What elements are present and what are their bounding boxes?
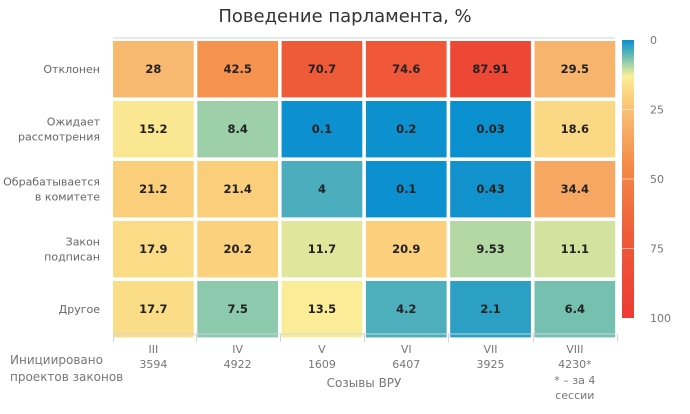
heatmap-cell — [534, 41, 616, 98]
x-axis-title: Созывы ВРУ — [327, 376, 402, 390]
cell-value-label: 34.4 — [561, 182, 589, 196]
row-label: Ожидает — [47, 116, 101, 129]
cell-value-label: 0.1 — [396, 182, 416, 196]
heatmap-cell — [365, 161, 447, 218]
heatmap-cell — [450, 101, 531, 158]
heatmap-cell — [450, 41, 531, 98]
cell-value-label: 11.7 — [308, 242, 336, 256]
heatmap-cell — [281, 161, 363, 218]
initiated-count-label: 3594 — [139, 358, 167, 371]
cell-value-label: 0.03 — [476, 122, 504, 136]
heatmap-cell — [450, 221, 531, 278]
row-labels: Отклонен Ожидает рассмотрения Обрабатываетс… — [3, 63, 100, 316]
x-side-label-line2: проектов законов — [10, 370, 123, 384]
heatmap-cell — [197, 161, 278, 218]
row-label: Закон — [66, 236, 100, 249]
heatmap-cell — [450, 281, 531, 338]
x-tick-label: IV — [232, 343, 243, 356]
x-tick-label: VIII — [566, 343, 583, 356]
cell-value-label: 11.1 — [561, 242, 589, 256]
x-side-label-line1: Инициировано — [10, 353, 103, 367]
x-tick-label: V — [318, 343, 326, 356]
heatmap-cell — [281, 41, 363, 98]
cell-value-label: 21.4 — [223, 182, 251, 196]
heatmap-cell — [534, 161, 616, 218]
heatmap-cells: 28 42.5 70.7 74.6 87.91 29.5 15.2 8.4 0.1 0.2 0.03… — [113, 41, 616, 338]
cell-value-label: 8.4 — [227, 122, 247, 136]
heatmap-cell — [281, 221, 363, 278]
cell-value-label: 17.7 — [139, 302, 167, 316]
cell-value-label: 20.9 — [392, 242, 420, 256]
cell-value-label: 0.1 — [312, 122, 332, 136]
colorbar-tick-label: 50 — [650, 173, 664, 186]
row-label: Другое — [59, 303, 101, 316]
chart-title: Поведение парламента, % — [218, 6, 472, 27]
cell-value-label: 42.5 — [223, 62, 251, 76]
heatmap-cell — [534, 281, 616, 338]
cell-value-label: 87.91 — [472, 62, 508, 76]
colorbar-tick-label: 100 — [650, 312, 671, 325]
cell-value-label: 13.5 — [308, 302, 336, 316]
cell-value-label: 2.1 — [480, 302, 500, 316]
cell-value-label: 29.5 — [561, 62, 589, 76]
heatmap-cell — [365, 221, 447, 278]
initiated-count-label: 4230* — [558, 358, 592, 371]
cell-value-label: 28 — [145, 62, 161, 76]
heatmap-cell — [534, 221, 616, 278]
initiated-count-label: 4922 — [224, 358, 252, 371]
column-footnote: сессии — [555, 389, 594, 402]
cell-value-label: 6.4 — [565, 302, 585, 316]
colorbar: 0 25 50 75 100 — [622, 34, 671, 325]
colorbar-tick-label: 75 — [650, 243, 664, 256]
colorbar-tick-label: 25 — [650, 104, 664, 117]
row-label: Отклонен — [43, 63, 100, 76]
colorbar-tick-label: 0 — [650, 34, 657, 47]
cell-value-label: 20.2 — [223, 242, 251, 256]
heatmap-cell — [197, 221, 278, 278]
heatmap-cell — [113, 161, 194, 218]
heatmap-cell — [365, 41, 447, 98]
cell-value-label: 0.2 — [396, 122, 416, 136]
heatmap-cell — [450, 161, 531, 218]
initiated-count-label: 1609 — [308, 358, 336, 371]
cell-value-label: 4.2 — [396, 302, 416, 316]
cell-value-label: 74.6 — [392, 62, 420, 76]
cell-value-label: 7.5 — [227, 302, 247, 316]
heatmap-cell — [281, 281, 363, 338]
heatmap-cell — [365, 281, 447, 338]
row-label: рассмотрения — [18, 131, 100, 144]
heatmap-cell — [113, 101, 194, 158]
column-footnote: * – за 4 — [554, 374, 595, 387]
cell-value-label: 4 — [318, 182, 326, 196]
heatmap-cell — [197, 281, 278, 338]
initiated-count-label: 6407 — [392, 358, 420, 371]
x-tick-label: VII — [484, 343, 498, 356]
x-tick-label: III — [148, 343, 158, 356]
heatmap-cell — [534, 101, 616, 158]
heatmap-cell — [197, 101, 278, 158]
cell-value-label: 18.6 — [561, 122, 589, 136]
heatmap-cell — [113, 281, 194, 338]
cell-value-label: 9.53 — [476, 242, 504, 256]
row-label: в комитете — [35, 191, 100, 204]
cell-value-label: 70.7 — [308, 62, 336, 76]
row-label: подписан — [44, 251, 100, 264]
cell-value-label: 15.2 — [139, 122, 167, 136]
cell-value-label: 17.9 — [139, 242, 167, 256]
x-tick-label: VI — [401, 343, 412, 356]
row-label: Обрабатывается — [3, 176, 100, 189]
cell-value-label: 21.2 — [139, 182, 167, 196]
heatmap-cell — [197, 41, 278, 98]
cell-value-label: 0.43 — [476, 182, 504, 196]
heatmap-cell — [113, 41, 194, 98]
initiated-count-label: 3925 — [477, 358, 505, 371]
heatmap-cell — [113, 221, 194, 278]
heatmap-cell — [365, 101, 447, 158]
x-axis: III 3594 IV 4922 V 1609 VI 6407 VII 3925 VIII 4230*… — [113, 333, 618, 402]
heatmap-cell — [281, 101, 363, 158]
